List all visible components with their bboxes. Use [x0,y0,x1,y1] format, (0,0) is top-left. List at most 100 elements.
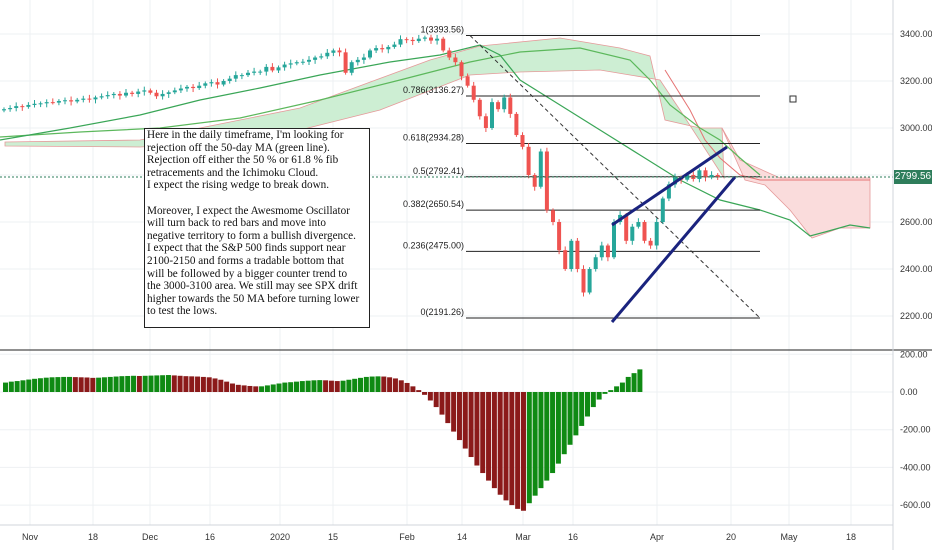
ao-bar [555,392,561,464]
candle-body [587,269,592,293]
ao-bar [229,383,235,392]
ao-bar [195,376,201,392]
candle-body [142,90,147,92]
candle-body [258,71,263,73]
ao-bar [288,382,294,392]
candle-body [300,61,305,63]
ao-bar [474,392,480,466]
ao-bar [206,377,212,392]
candle-body [355,59,360,63]
ao-bar [96,377,102,392]
ao-bar [183,376,189,392]
candle-body [343,52,348,73]
candle-body [93,97,98,100]
time-axis-tick: 2020 [270,532,290,542]
candle-body [32,103,37,105]
candle-body [709,175,714,178]
candle-body [349,62,354,73]
ao-bar [410,386,416,392]
candle-body [410,39,415,42]
ao-bar [509,392,515,506]
ao-bar [171,375,177,392]
ma-50-line [0,44,871,237]
ao-bar [596,392,602,400]
candle-body [197,85,202,89]
time-axis-tick: 16 [568,532,578,542]
candle-body [191,86,196,89]
candle-body [532,175,537,187]
candle-body [270,66,275,71]
ao-bar [61,376,67,392]
fib-level-label: 1(3393.56) [420,25,464,35]
candle-body [166,92,171,94]
candle-body [160,93,165,97]
ao-bar [579,392,585,426]
ao-bar [26,379,32,392]
candle-body [477,99,482,117]
candle-body [111,93,116,96]
candle-body [471,85,476,100]
time-axis-tick: Apr [650,532,664,542]
ao-axis-tick: 200.00 [900,349,928,359]
ao-bar [3,382,8,392]
candle-body [178,88,183,91]
candle-body [502,97,507,110]
fib-level-label: 0.786(3136.27) [403,85,464,95]
candle-body [2,109,6,111]
ao-bar [451,392,457,432]
candle-body [172,90,177,93]
ao-bar [422,392,428,395]
candle-body [154,92,159,97]
moving-averages [0,44,871,237]
wedge-upper-line [611,145,728,227]
ao-bar [253,386,259,392]
fib-level-label: 0.618(2934.28) [403,132,464,142]
candle-body [612,222,616,258]
candle-body [490,102,494,128]
ao-bar [608,390,614,392]
candle-body [288,63,293,65]
ao-bar [212,378,218,392]
candle-body [630,226,635,241]
ao-bar [515,392,521,509]
ao-bar [84,377,90,392]
candle-body [374,48,379,51]
ao-bar [381,376,387,392]
candle-body [276,67,281,71]
ao-bar [358,377,364,392]
candle-body [26,104,31,107]
candle-body [87,98,92,100]
ao-bar [456,392,462,441]
candle-body [361,57,366,60]
candle-body [386,46,391,50]
candle-body [130,92,135,94]
ma-200-line [0,47,761,176]
candle-body [544,151,549,211]
candle-body [136,91,141,94]
candle-body [233,75,238,79]
candle-body [416,38,421,42]
ao-bar [200,376,206,392]
ao-bar [416,390,422,392]
candle-body [50,102,55,104]
ao-bar [497,392,503,495]
ao-bar [136,375,142,392]
candle-body [459,62,464,77]
candle-body [398,39,403,45]
ao-bar [299,381,305,392]
candle-body [246,72,250,76]
time-axis-tick: 15 [328,532,338,542]
candle-body [185,86,189,89]
candle-body [209,82,214,84]
candle-body [563,250,568,269]
candle-body [331,50,336,53]
ao-bar [520,392,526,511]
ao-bar [614,386,620,392]
cloud-span-line [664,69,870,181]
time-axis-tick: Dec [142,532,159,542]
ao-bar [491,392,497,489]
ao-bar [264,385,270,392]
ao-bar [352,378,358,392]
ao-bar [445,392,451,424]
